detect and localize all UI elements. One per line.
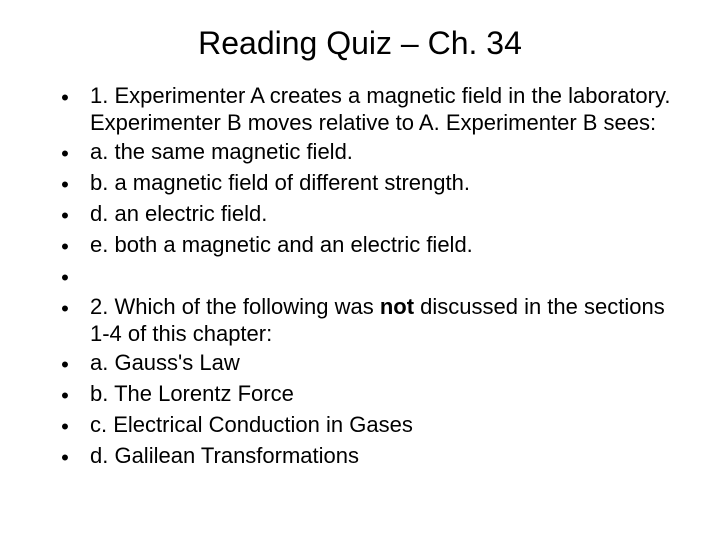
bold-text: not <box>380 294 414 319</box>
list-item: •a. the same magnetic field. <box>40 138 680 167</box>
list-item: •c. Electrical Conduction in Gases <box>40 411 680 440</box>
bullet-marker: • <box>40 411 90 440</box>
bullet-text: c. Electrical Conduction in Gases <box>90 411 680 438</box>
bullet-marker: • <box>40 169 90 198</box>
list-item: •1. Experimenter A creates a magnetic fi… <box>40 82 680 136</box>
bullet-marker: • <box>40 138 90 167</box>
bullet-text <box>90 262 680 289</box>
bullet-text: a. the same magnetic field. <box>90 138 680 165</box>
bullet-text: 1. Experimenter A creates a magnetic fie… <box>90 82 680 136</box>
list-item: •d. an electric field. <box>40 200 680 229</box>
bullet-marker: • <box>40 380 90 409</box>
bullet-marker: • <box>40 231 90 260</box>
bullet-marker: • <box>40 442 90 471</box>
page-title: Reading Quiz – Ch. 34 <box>40 25 680 62</box>
bullet-marker: • <box>40 200 90 229</box>
bullet-marker: • <box>40 82 90 111</box>
bullet-marker: • <box>40 293 90 322</box>
list-item: •b. a magnetic field of different streng… <box>40 169 680 198</box>
bullet-text: b. a magnetic field of different strengt… <box>90 169 680 196</box>
bullet-text: d. Galilean Transformations <box>90 442 680 469</box>
list-item: •d. Galilean Transformations <box>40 442 680 471</box>
bullet-list: •1. Experimenter A creates a magnetic fi… <box>40 82 680 473</box>
bullet-marker: • <box>40 262 90 291</box>
list-item: •b. The Lorentz Force <box>40 380 680 409</box>
bullet-text: a. Gauss's Law <box>90 349 680 376</box>
list-item: • <box>40 262 680 291</box>
bullet-text: b. The Lorentz Force <box>90 380 680 407</box>
list-item: •e. both a magnetic and an electric fiel… <box>40 231 680 260</box>
bullet-text: d. an electric field. <box>90 200 680 227</box>
list-item: •a. Gauss's Law <box>40 349 680 378</box>
bullet-text: e. both a magnetic and an electric field… <box>90 231 680 258</box>
bullet-marker: • <box>40 349 90 378</box>
bullet-text: 2. Which of the following was not discus… <box>90 293 680 347</box>
list-item: •2. Which of the following was not discu… <box>40 293 680 347</box>
